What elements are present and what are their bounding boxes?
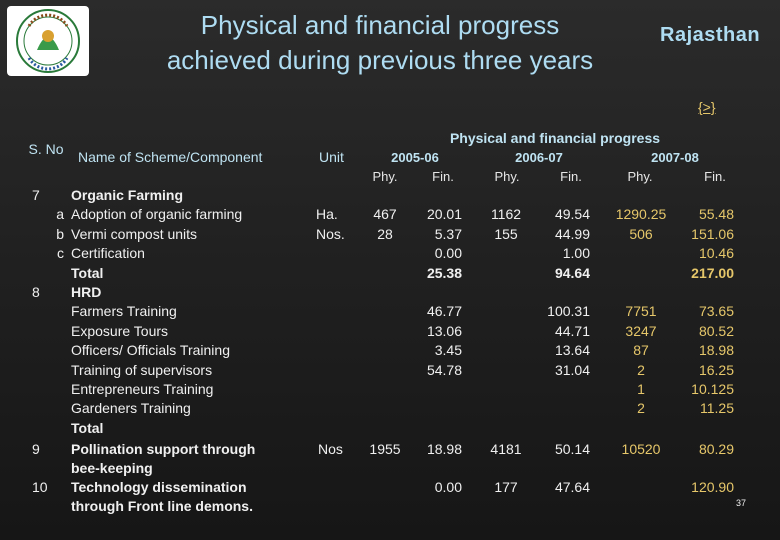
- row-10-sno: 10: [32, 479, 48, 495]
- table-cell-p07: 3247: [625, 322, 657, 339]
- sub-header-fin: Fin.: [560, 169, 582, 184]
- table-cell-f06: 31.04: [554, 361, 590, 378]
- table-cell-p07: 1: [637, 381, 645, 397]
- row-9-phy-2007: 10520: [621, 441, 661, 457]
- table-cell-p05: 28: [377, 225, 393, 242]
- page-title: Physical and financial progress achieved…: [110, 8, 650, 78]
- table-cell-name: Certification: [71, 245, 145, 262]
- table-cell-f06: 44.71: [554, 322, 590, 339]
- table-cell-f07: 55.48: [698, 206, 734, 223]
- col-header-name: Name of Scheme/Component: [78, 149, 263, 165]
- table-cell-f07: 16.25: [698, 361, 734, 378]
- sub-header-fin: Fin.: [432, 169, 454, 184]
- table-cell-p07: 2: [637, 361, 645, 378]
- table-cell-p05: 467: [373, 206, 397, 223]
- table-cell-f07: 73.65: [698, 303, 734, 320]
- row-9-fin-2007: 80.29: [698, 441, 734, 457]
- sub-header-phy: Phy.: [494, 169, 520, 184]
- row-10-phy-2006: 177: [494, 479, 518, 495]
- table-cell-f05: 3.45: [434, 342, 462, 359]
- row-9-name-line2: bee-keeping: [71, 460, 153, 476]
- row-10-fin-2006: 47.64: [554, 479, 590, 495]
- table-cell-f06: 49.54: [554, 206, 590, 223]
- table-cell-name: Adoption of organic farming: [71, 206, 243, 223]
- page-number: 37: [736, 498, 747, 508]
- table-cell-p07: 7751: [625, 303, 657, 320]
- table-cell-f07: 11.25: [700, 400, 734, 417]
- row-10-name-line2: through Front line demons.: [71, 498, 253, 514]
- table-cell-f05: 13.06: [426, 322, 462, 339]
- row-10-fin-2007: 120.90: [691, 479, 734, 495]
- table-cell-f05: 46.77: [426, 303, 462, 320]
- sub-header-phy: Phy.: [372, 169, 398, 184]
- table-cell-p07: 2: [637, 400, 645, 417]
- table-cell-f05: 5.37: [434, 225, 462, 242]
- next-link[interactable]: {>}: [698, 99, 716, 115]
- table-cell-f07: 10.46: [698, 245, 734, 262]
- title-line-2: achieved during previous three years: [166, 45, 594, 75]
- table-cell-p06: 1162: [490, 206, 522, 223]
- row-9-name-line1: Pollination support through: [71, 441, 256, 457]
- row-9-sno: 9: [32, 441, 40, 457]
- table-cell-f06: 100.31: [547, 303, 590, 320]
- table-cell-sno: 7: [32, 187, 40, 203]
- table-cell-f05: 54.78: [426, 361, 462, 378]
- table-cell-f06: 13.64: [554, 342, 590, 359]
- table-cell-name: Officers/ Officials Training: [71, 342, 230, 359]
- table-cell-name: Gardeners Training: [71, 400, 191, 417]
- table-cell-name: Farmers Training: [71, 303, 177, 320]
- table-cell-f07: 217.00: [691, 264, 734, 281]
- table-cell-sub: c: [57, 245, 64, 262]
- row-9-unit: Nos: [318, 441, 343, 457]
- table-cell-name: HRD: [71, 284, 102, 300]
- table-cell-f07: 80.52: [698, 322, 734, 339]
- table-cell-f05: 0.00: [434, 245, 462, 262]
- sub-header-fin: Fin.: [704, 169, 726, 184]
- table-cell-name: Organic Farming: [71, 187, 184, 203]
- row-10-name-line1: Technology dissemination: [71, 479, 247, 495]
- table-cell-f07: 151.06: [691, 225, 734, 242]
- row-10-fin-2005: 0.00: [434, 479, 462, 495]
- year-header-2007-08: 2007-08: [651, 150, 699, 165]
- table-cell-unit: Nos.: [316, 225, 345, 242]
- table-cell-name: Total: [71, 419, 104, 436]
- table-cell-f06: 1.00: [562, 245, 590, 262]
- table-cell-p07: 506: [629, 225, 653, 242]
- col-header-unit: Unit: [319, 149, 344, 165]
- row-9-fin-2005: 18.98: [426, 441, 462, 457]
- table-cell-sub: b: [56, 225, 64, 242]
- year-header-2006-07: 2006-07: [515, 150, 563, 165]
- table-cell-name: Exposure Tours: [71, 322, 169, 339]
- table-cell-name: Entrepreneurs Training: [71, 381, 214, 397]
- col-header-sno: S. No: [28, 141, 64, 157]
- table-cell-p07: 1290.25: [615, 206, 667, 223]
- table-cell-f07: 18.98: [698, 342, 734, 359]
- table-cell-p07: 87: [633, 342, 649, 359]
- title-line-1: Physical and financial progress: [200, 10, 560, 40]
- table-cell-f05: 20.01: [426, 206, 462, 223]
- table-cell-name: Training of supervisors: [71, 361, 213, 378]
- table-cell-name: Total: [71, 264, 104, 281]
- row-9-phy-2006: 4181: [490, 441, 522, 457]
- sub-header-phy: Phy.: [627, 169, 653, 184]
- table-cell-sno: 8: [32, 284, 40, 300]
- table-cell-f06: 44.99: [554, 225, 590, 242]
- table-group-header: Physical and financial progress: [449, 130, 661, 146]
- table-cell-f06: 94.64: [554, 264, 590, 281]
- organization-emblem-icon: [7, 6, 89, 76]
- row-9-fin-2006: 50.14: [554, 441, 590, 457]
- row-9-phy-2005: 1955: [369, 441, 401, 457]
- table-cell-f05: 25.38: [426, 264, 462, 281]
- table-cell-name: Vermi compost units: [71, 225, 198, 242]
- table-cell-p06: 155: [494, 225, 518, 242]
- year-header-2005-06: 2005-06: [391, 150, 439, 165]
- state-label: Rajasthan: [660, 24, 761, 46]
- table-cell-unit: Ha.: [316, 206, 338, 223]
- table-cell-f07: 10.125: [691, 381, 734, 397]
- table-cell-sub: a: [56, 206, 64, 223]
